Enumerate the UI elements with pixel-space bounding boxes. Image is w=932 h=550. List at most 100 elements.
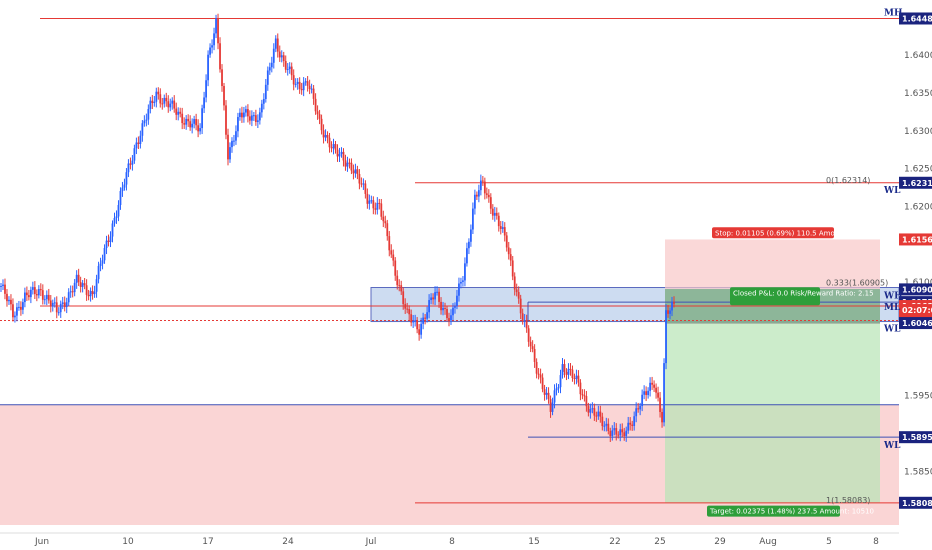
candle-body bbox=[151, 100, 154, 103]
candle-body bbox=[16, 307, 18, 316]
candle-body bbox=[272, 48, 275, 63]
candle-body bbox=[412, 321, 415, 323]
candle-body bbox=[452, 307, 454, 316]
candle-body bbox=[63, 302, 66, 308]
candle-body bbox=[525, 320, 528, 329]
price-axis[interactable] bbox=[899, 0, 932, 550]
x-tick-label: 15 bbox=[528, 537, 539, 547]
position-target-label: Target: 0.02375 (1.48%) 237.5 Amount: 10… bbox=[709, 508, 874, 516]
candle-body bbox=[527, 328, 530, 342]
candle-body bbox=[95, 279, 98, 292]
candle-body bbox=[507, 247, 510, 255]
candle-body bbox=[521, 313, 524, 322]
candle-body bbox=[633, 416, 636, 426]
candle-body bbox=[292, 75, 295, 85]
candle-body bbox=[597, 411, 600, 417]
candle-body bbox=[35, 294, 38, 296]
x-tick-label: Aug bbox=[759, 537, 777, 547]
candle-body bbox=[270, 62, 273, 68]
candle-body bbox=[539, 374, 542, 378]
candle-body bbox=[217, 18, 219, 44]
candle-body bbox=[47, 294, 50, 301]
candle-body bbox=[432, 297, 434, 300]
candle-body bbox=[155, 91, 158, 102]
candle-body bbox=[587, 406, 590, 413]
x-tick-label: Jun bbox=[34, 537, 49, 547]
candle-body bbox=[33, 287, 36, 295]
candle-body bbox=[290, 66, 293, 76]
candle-body bbox=[61, 302, 64, 304]
candle-body bbox=[583, 395, 586, 397]
candle-body bbox=[207, 54, 209, 81]
candle-body bbox=[394, 260, 397, 276]
candle-body bbox=[264, 84, 267, 99]
candle-body bbox=[489, 197, 492, 209]
candle-body bbox=[382, 216, 385, 222]
x-tick-label: 17 bbox=[202, 537, 213, 547]
candle-body bbox=[605, 423, 608, 426]
candle-body bbox=[607, 423, 610, 432]
candle-body bbox=[284, 60, 287, 70]
candle-body bbox=[581, 394, 584, 396]
candle-body bbox=[555, 388, 558, 391]
candle-body bbox=[671, 302, 673, 311]
candle-body bbox=[613, 428, 616, 431]
fib-label: 1(1.58083) bbox=[826, 496, 870, 505]
candle-body bbox=[535, 361, 538, 374]
candle-body bbox=[350, 162, 353, 171]
candle-body bbox=[314, 98, 317, 112]
candle-body bbox=[334, 144, 337, 150]
candle-body bbox=[322, 130, 325, 138]
candle-body bbox=[589, 409, 592, 413]
candle-body bbox=[631, 424, 634, 426]
candle-body bbox=[479, 180, 482, 191]
candle-body bbox=[300, 88, 303, 91]
candle-body bbox=[434, 292, 436, 300]
candle-body bbox=[185, 118, 188, 125]
candle-body bbox=[470, 229, 472, 242]
candle-body bbox=[105, 240, 108, 249]
candle-body bbox=[53, 302, 56, 304]
x-tick-label: 24 bbox=[282, 537, 294, 547]
candle-body bbox=[537, 373, 540, 375]
candle-body bbox=[591, 408, 594, 410]
candle-body bbox=[402, 291, 405, 305]
candle-body bbox=[529, 341, 532, 347]
candle-body bbox=[599, 411, 602, 417]
candle-body bbox=[81, 283, 84, 287]
candle-body bbox=[444, 307, 446, 310]
position-stop-label: Stop: 0.01105 (0.69%) 110.5 Amount: 1051… bbox=[715, 229, 873, 237]
candle-body bbox=[547, 392, 550, 400]
candle-body bbox=[57, 312, 60, 314]
candle-body bbox=[258, 112, 261, 121]
candle-body bbox=[519, 298, 522, 314]
candle-body bbox=[97, 265, 100, 280]
candle-body bbox=[416, 320, 419, 330]
position-target-zone bbox=[665, 323, 880, 503]
candle-body bbox=[424, 317, 427, 319]
candle-body bbox=[456, 295, 458, 307]
candle-body bbox=[252, 115, 255, 117]
candle-body bbox=[440, 301, 442, 311]
candle-body bbox=[109, 236, 112, 242]
candle-body bbox=[91, 290, 94, 295]
candle-body bbox=[629, 422, 632, 425]
candle-body bbox=[201, 108, 204, 129]
candle-body bbox=[571, 369, 574, 379]
candle-body bbox=[14, 315, 16, 318]
candle-body bbox=[215, 18, 217, 34]
price-label-bg bbox=[899, 317, 932, 330]
level-tag: MH bbox=[884, 8, 903, 18]
candle-body bbox=[75, 274, 78, 283]
candle-body bbox=[31, 287, 34, 290]
candle-body bbox=[364, 183, 367, 194]
candle-body bbox=[471, 208, 474, 230]
candle-body bbox=[362, 183, 365, 185]
candle-body bbox=[442, 307, 444, 311]
candle-body bbox=[199, 128, 202, 132]
candle-body bbox=[358, 174, 361, 184]
candle-body bbox=[549, 399, 552, 412]
candle-body bbox=[113, 217, 116, 224]
price-label: 1.64485 bbox=[902, 14, 932, 23]
